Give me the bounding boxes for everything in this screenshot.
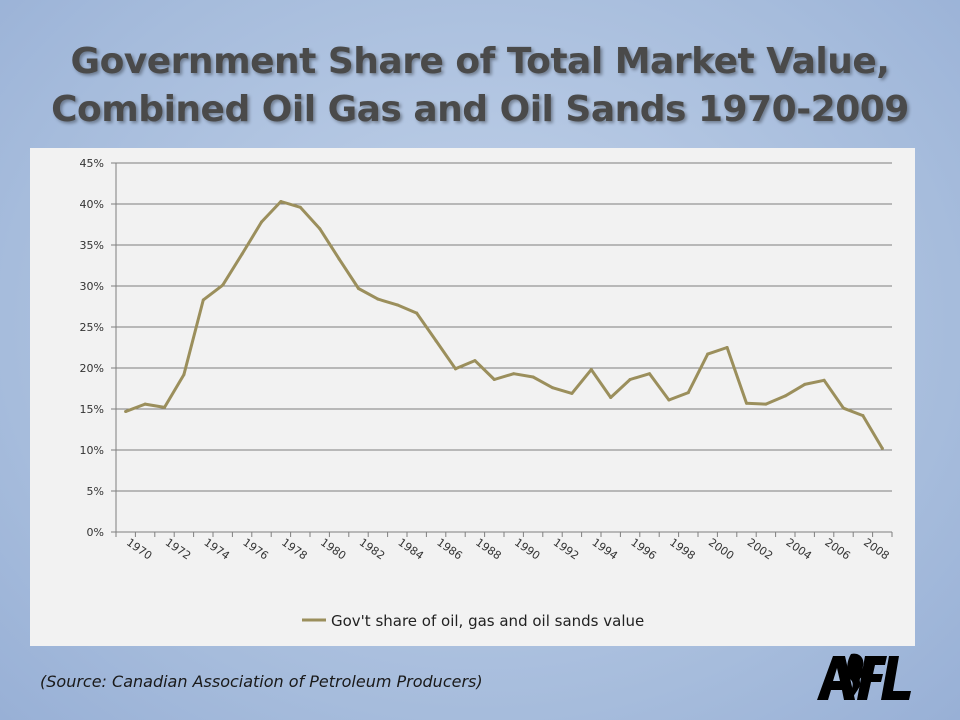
y-tick-label: 5% — [87, 485, 104, 498]
y-tick-label: 25% — [80, 321, 104, 334]
data-point — [473, 359, 477, 363]
afl-logo — [817, 653, 911, 700]
data-point — [376, 297, 380, 301]
data-point — [260, 220, 263, 224]
data-point — [745, 401, 748, 405]
data-point — [609, 396, 613, 400]
y-tick-label: 45% — [80, 157, 104, 170]
data-point — [551, 386, 554, 390]
x-tick-label: 1988 — [473, 536, 503, 563]
slide-title-line2: Combined Oil Gas and Oil Sands 1970-2009 — [51, 89, 909, 130]
x-tick-label: 1978 — [279, 536, 309, 563]
x-tick-label: 1994 — [590, 536, 620, 563]
x-tick-label: 1970 — [124, 536, 154, 563]
x-tick-label: 1990 — [512, 536, 542, 563]
y-tick-label: 0% — [87, 526, 104, 539]
data-point — [163, 405, 166, 409]
line-chart: 0% 5% 10% 15% 20% 25% 30% 35% 40% 45% 1970 1972 1974… — [80, 157, 893, 630]
data-point — [124, 409, 128, 413]
data-point — [182, 373, 186, 377]
data-point — [648, 372, 651, 376]
data-point — [434, 339, 438, 343]
y-tick-label: 30% — [80, 280, 104, 293]
data-point — [143, 402, 147, 406]
x-tick-label: 2000 — [706, 536, 736, 563]
data-point — [570, 391, 574, 395]
data-point — [415, 311, 419, 315]
legend: Gov't share of oil, gas and oil sands va… — [302, 612, 644, 630]
data-point — [201, 298, 205, 302]
x-tick-label: 1974 — [202, 536, 232, 563]
data-point — [842, 406, 845, 410]
x-tick-label: 1998 — [667, 536, 697, 563]
data-point — [240, 252, 244, 256]
legend-label: Gov't share of oil, gas and oil sands va… — [331, 612, 644, 630]
x-tick-label: 1982 — [357, 536, 387, 563]
y-tick-label: 10% — [80, 444, 104, 457]
x-tick-label: 1986 — [434, 536, 464, 563]
x-tick-label: 2008 — [861, 536, 891, 563]
data-point — [686, 391, 690, 395]
data-point — [221, 283, 225, 287]
x-tick-label: 2004 — [784, 536, 814, 563]
source-note: (Source: Canadian Association of Petrole… — [40, 672, 483, 691]
y-tick-label: 15% — [80, 403, 104, 416]
data-point — [783, 394, 787, 398]
x-tick-label: 1984 — [396, 536, 426, 563]
data-point — [725, 346, 729, 349]
data-point — [764, 402, 768, 406]
data-point — [589, 368, 593, 372]
data-point — [298, 205, 302, 209]
data-point — [454, 367, 457, 371]
data-point — [395, 303, 399, 307]
y-tick-label: 40% — [80, 198, 104, 211]
chart-panel: 0% 5% 10% 15% 20% 25% 30% 35% 40% 45% 1970 1972 1974… — [30, 148, 915, 646]
data-point — [531, 375, 535, 379]
series-line — [124, 200, 884, 450]
data-point — [880, 446, 884, 450]
data-point — [279, 200, 283, 204]
data-point — [803, 382, 807, 386]
x-tick-label: 1996 — [628, 536, 658, 563]
data-point — [318, 227, 322, 231]
slide-title: Government Share of Total Market Value, … — [40, 38, 920, 134]
y-tick-label: 35% — [80, 239, 104, 252]
data-point — [822, 378, 826, 382]
x-tick-label: 2002 — [745, 536, 775, 563]
x-tick-label: 1972 — [163, 536, 193, 563]
data-point — [357, 286, 360, 290]
y-tick-label: 20% — [80, 362, 104, 375]
data-point — [861, 414, 865, 418]
data-point — [706, 352, 710, 356]
x-tick-label: 1976 — [240, 536, 270, 563]
slide-title-line1: Government Share of Total Market Value, — [70, 41, 890, 82]
data-point — [492, 377, 496, 381]
x-tick-label: 1980 — [318, 536, 348, 563]
data-point — [512, 372, 516, 376]
data-point — [628, 377, 632, 381]
x-tick-label: 1992 — [551, 536, 581, 563]
data-point — [337, 257, 341, 261]
x-tick-label: 2006 — [822, 536, 852, 563]
data-point — [667, 398, 671, 402]
